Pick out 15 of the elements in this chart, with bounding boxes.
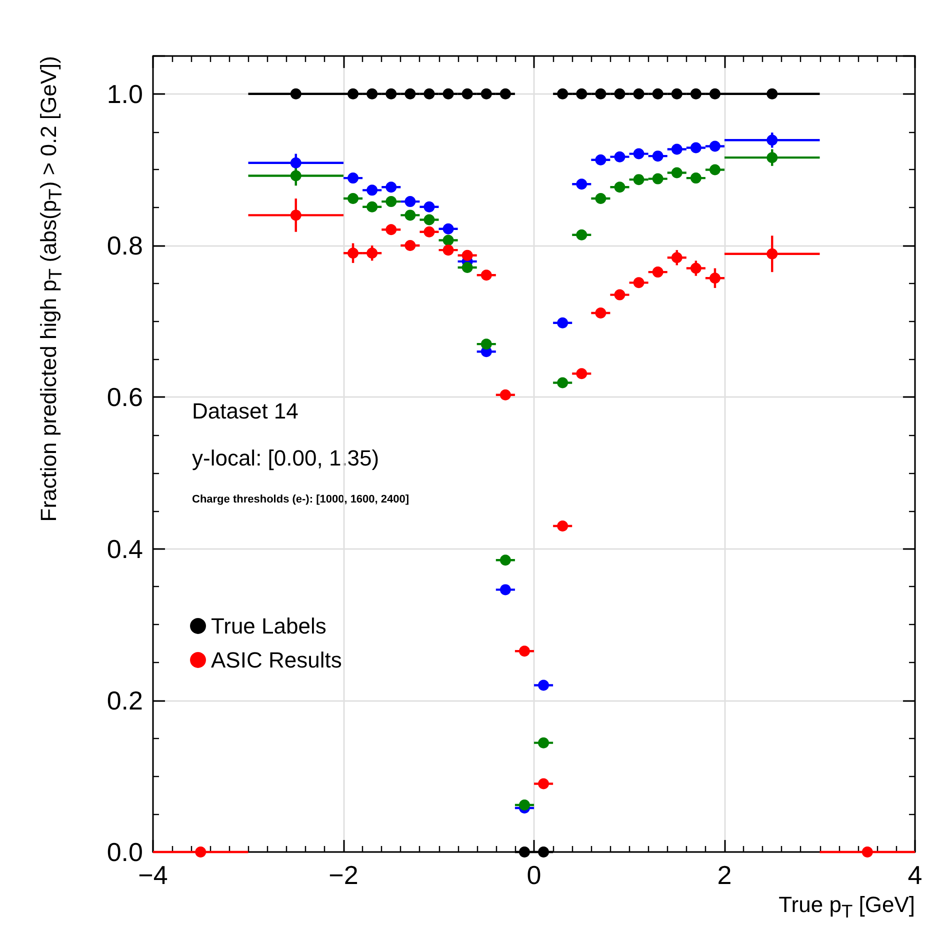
y-tick-label: 0.4 (106, 534, 143, 564)
annotation: Charge thresholds (e-): [1000, 1600, 2400] (192, 494, 410, 506)
y-tick-label: 1.0 (106, 78, 143, 109)
y-tick-label: 0.2 (106, 685, 143, 716)
annotation: Dataset 14 (192, 398, 298, 424)
y-tick-label: 0.6 (106, 382, 143, 412)
y-tick-label: 0.8 (106, 230, 143, 261)
legend-label: ASIC Results (211, 648, 342, 672)
x-tick-label: 4 (908, 860, 922, 890)
x-tick-label: −2 (328, 860, 358, 890)
legend-label: True Labels (211, 614, 326, 638)
x-tick-label: 0 (526, 860, 542, 890)
annotation: y-local: [0.00, 1.35) (192, 446, 380, 470)
x-tick-label: 2 (717, 860, 732, 890)
x-axis-title: True p$_{T}$ [GeV] (778, 892, 915, 922)
